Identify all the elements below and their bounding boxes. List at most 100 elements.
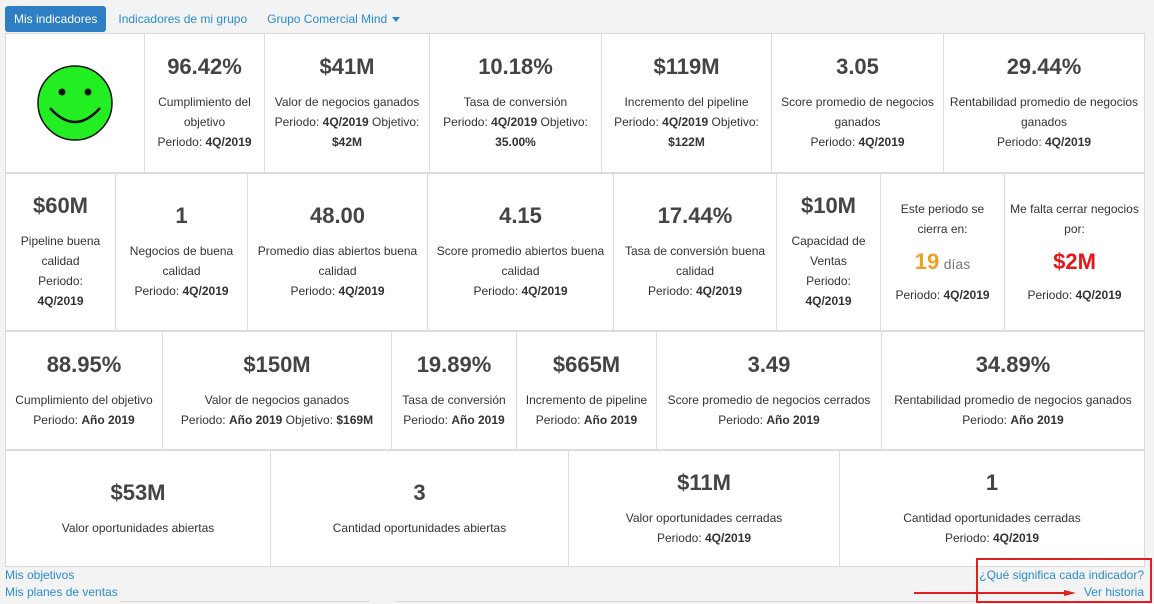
indicator-row-oportunidades: $53M Valor oportunidades abiertas 3 Cant… <box>6 451 1144 566</box>
ver-historia-link[interactable]: Ver historia <box>1083 585 1144 599</box>
periodo-label: Periodo: <box>38 274 83 288</box>
kpi-value: 96.42% <box>167 54 242 79</box>
periodo-label: Periodo: <box>134 284 180 298</box>
periodo-label: Periodo: <box>718 412 763 427</box>
kpi-periodo: Periodo: 4Q/2019 <box>657 528 751 548</box>
kpi-value: $53M <box>110 479 166 505</box>
kpi-label: Cantidad oportunidades abiertas <box>332 520 507 535</box>
periodo-value: 4Q/2019 <box>491 115 538 129</box>
indicator-row-calidad: $60M Pipeline buena calidad Periodo: 4Q/2… <box>6 174 1144 332</box>
kpi-rentabilidad-negocios-ganados: 29.44% Rentabilidad promedio de negocios… <box>944 34 1144 172</box>
periodo-label: Periodo: <box>443 115 488 129</box>
kpi-valor-oportunidades-cerradas: $11M Valor oportunidades cerradas Period… <box>569 451 840 566</box>
periodo-label: Periodo: <box>996 135 1042 149</box>
periodo-value: 4Q/2019 <box>338 284 385 298</box>
kpi-value: 88.95% <box>46 351 122 377</box>
mis-planes-ventas-link[interactable]: Mis planes de ventas <box>5 585 118 599</box>
periodo-label: Periodo: <box>810 135 856 149</box>
kpi-value: $665M <box>552 351 621 377</box>
kpi-objetivo: $122M <box>668 132 705 152</box>
kpi-value: 3.49 <box>747 351 791 377</box>
tab-mis-indicadores[interactable]: Mis indicadores <box>5 6 107 32</box>
kpi-value: 3 <box>413 479 426 505</box>
kpi-periodo: Periodo: 4Q/2019 <box>290 281 384 301</box>
kpi-periodo: Periodo: Año 2019 <box>718 410 819 430</box>
periodo-label: Periodo: <box>535 412 581 427</box>
periodo-value: 4Q/2019 <box>662 115 709 129</box>
periodo-label: Periodo: <box>806 274 851 288</box>
objetivo-value: $169M <box>336 412 374 427</box>
bottom-divider-right <box>396 601 976 602</box>
kpi-cantidad-oportunidades-cerradas: 1 Cantidad oportunidades cerradas Period… <box>840 451 1144 566</box>
kpi-value: 4.15 <box>499 203 542 228</box>
periodo-label: Periodo: <box>944 530 990 545</box>
periodo-value: 4Q/2019 <box>37 294 84 308</box>
periodo-label: Periodo: <box>962 412 1007 427</box>
kpi-label: Score promedio abiertos buena calidad <box>436 244 605 278</box>
objetivo-label: Objetivo: <box>540 115 588 129</box>
kpi-valor-negocios-ganados: $41M Valor de negocios ganados Periodo: … <box>265 34 430 172</box>
tab-indicadores-grupo[interactable]: Indicadores de mi grupo <box>118 12 248 26</box>
kpi-periodo: Periodo: 4Q/2019 Objetivo: <box>275 112 420 132</box>
kpi-label: Score promedio de negocios cerrados <box>667 392 871 407</box>
periodo-value: 4Q/2019 <box>322 115 369 129</box>
periodo-label: Periodo: <box>647 284 693 298</box>
kpi-periodo: Periodo: Año 2019 Objetivo: $169M <box>181 410 373 430</box>
kpi-tasa-conversion-buena-calidad: 17.44% Tasa de conversión buena calidad … <box>614 174 777 330</box>
kpi-value: 17.44% <box>657 203 733 228</box>
kpi-tasa-conversion-anual: 19.89% Tasa de conversión Periodo: Año 2… <box>392 332 517 449</box>
kpi-periodo: Periodo: Año 2019 <box>403 410 504 430</box>
kpi-periodo: Periodo: 4Q/2019 <box>810 132 904 152</box>
kpi-cumplimiento-objetivo-anual: 88.95% Cumplimiento del objetivo Periodo… <box>6 332 163 449</box>
periodo-value: 4Q/2019 <box>521 284 568 298</box>
kpi-value: $11M <box>677 469 731 495</box>
kpi-value: $60M <box>32 193 89 218</box>
periodo-label: Periodo: <box>33 412 78 427</box>
happy-face-icon <box>37 65 113 141</box>
kpi-falta-cerrar-negocios: Me falta cerrar negocios por: $2M Period… <box>1005 174 1144 330</box>
periodo-label: Periodo: <box>157 135 203 149</box>
kpi-value: 19.89% <box>416 351 492 377</box>
kpi-heading: Este periodo se cierra en: <box>900 202 985 236</box>
kpi-label: Negocios de buena calidad <box>129 244 234 278</box>
kpi-label: Tasa de conversión buena calidad <box>624 244 766 278</box>
kpi-label: Rentabilidad promedio de negocios ganado… <box>949 95 1139 129</box>
kpi-value: $10M <box>800 193 857 218</box>
kpi-periodo: Periodo: 4Q/2019 <box>37 271 83 311</box>
bottom-divider-left <box>120 601 370 602</box>
tab-grupo-comercial-label: Grupo Comercial Mind <box>267 12 388 26</box>
kpi-value: 10.18% <box>478 54 553 79</box>
kpi-periodo: Periodo: 4Q/2019 <box>895 285 989 305</box>
tab-grupo-comercial-dropdown[interactable]: Grupo Comercial Mind <box>259 6 408 32</box>
indicators-board: 96.42% Cumplimiento del objetivo Periodo… <box>5 33 1145 567</box>
kpi-objetivo: 35.00% <box>495 132 536 152</box>
kpi-periodo: Periodo: 4Q/2019 <box>473 281 567 301</box>
kpi-label: Rentabilidad promedio de negocios ganado… <box>894 392 1132 407</box>
kpi-incremento-pipeline: $119M Incremento del pipeline Periodo: 4… <box>602 34 772 172</box>
kpi-periodo: Periodo: 4Q/2019 <box>134 281 228 301</box>
kpi-periodo: Periodo: 4Q/2019 <box>945 528 1039 548</box>
objetivo-label: Objetivo: <box>372 115 420 129</box>
periodo-value: Año 2019 <box>451 412 505 427</box>
kpi-incremento-pipeline-anual: $665M Incremento de pipeline Periodo: Añ… <box>517 332 657 449</box>
kpi-valor-negocios-ganados-anual: $150M Valor de negocios ganados Periodo:… <box>163 332 392 449</box>
kpi-periodo: Periodo: 4Q/2019 <box>1027 285 1121 305</box>
periodo-value: 4Q/2019 <box>858 135 905 149</box>
kpi-label: Cumplimiento del objetivo <box>15 392 153 407</box>
kpi-periodo: Periodo: 4Q/2019 <box>805 271 851 311</box>
periodo-value: Año 2019 <box>766 412 820 427</box>
kpi-label: Promedio dias abiertos buena calidad <box>257 244 418 278</box>
indicator-tabs: Mis indicadores Indicadores de mi grupo … <box>5 5 412 33</box>
kpi-valor-oportunidades-abiertas: $53M Valor oportunidades abiertas <box>6 451 271 566</box>
objetivo-label: Objetivo: <box>711 115 759 129</box>
kpi-label: Score promedio de negocios ganados <box>781 95 934 129</box>
kpi-score-negocios-ganados: 3.05 Score promedio de negocios ganados … <box>772 34 944 172</box>
periodo-value: 4Q/2019 <box>993 530 1040 545</box>
periodo-label: Periodo: <box>1027 288 1073 302</box>
kpi-label: Capacidad de Ventas <box>791 234 866 268</box>
que-significa-indicador-link[interactable]: ¿Qué significa cada indicador? <box>979 568 1144 582</box>
mis-objetivos-link[interactable]: Mis objetivos <box>5 568 75 582</box>
objetivo-value: $122M <box>668 135 705 149</box>
kpi-value: $41M <box>319 54 375 79</box>
red-arrow-icon <box>914 590 1076 596</box>
